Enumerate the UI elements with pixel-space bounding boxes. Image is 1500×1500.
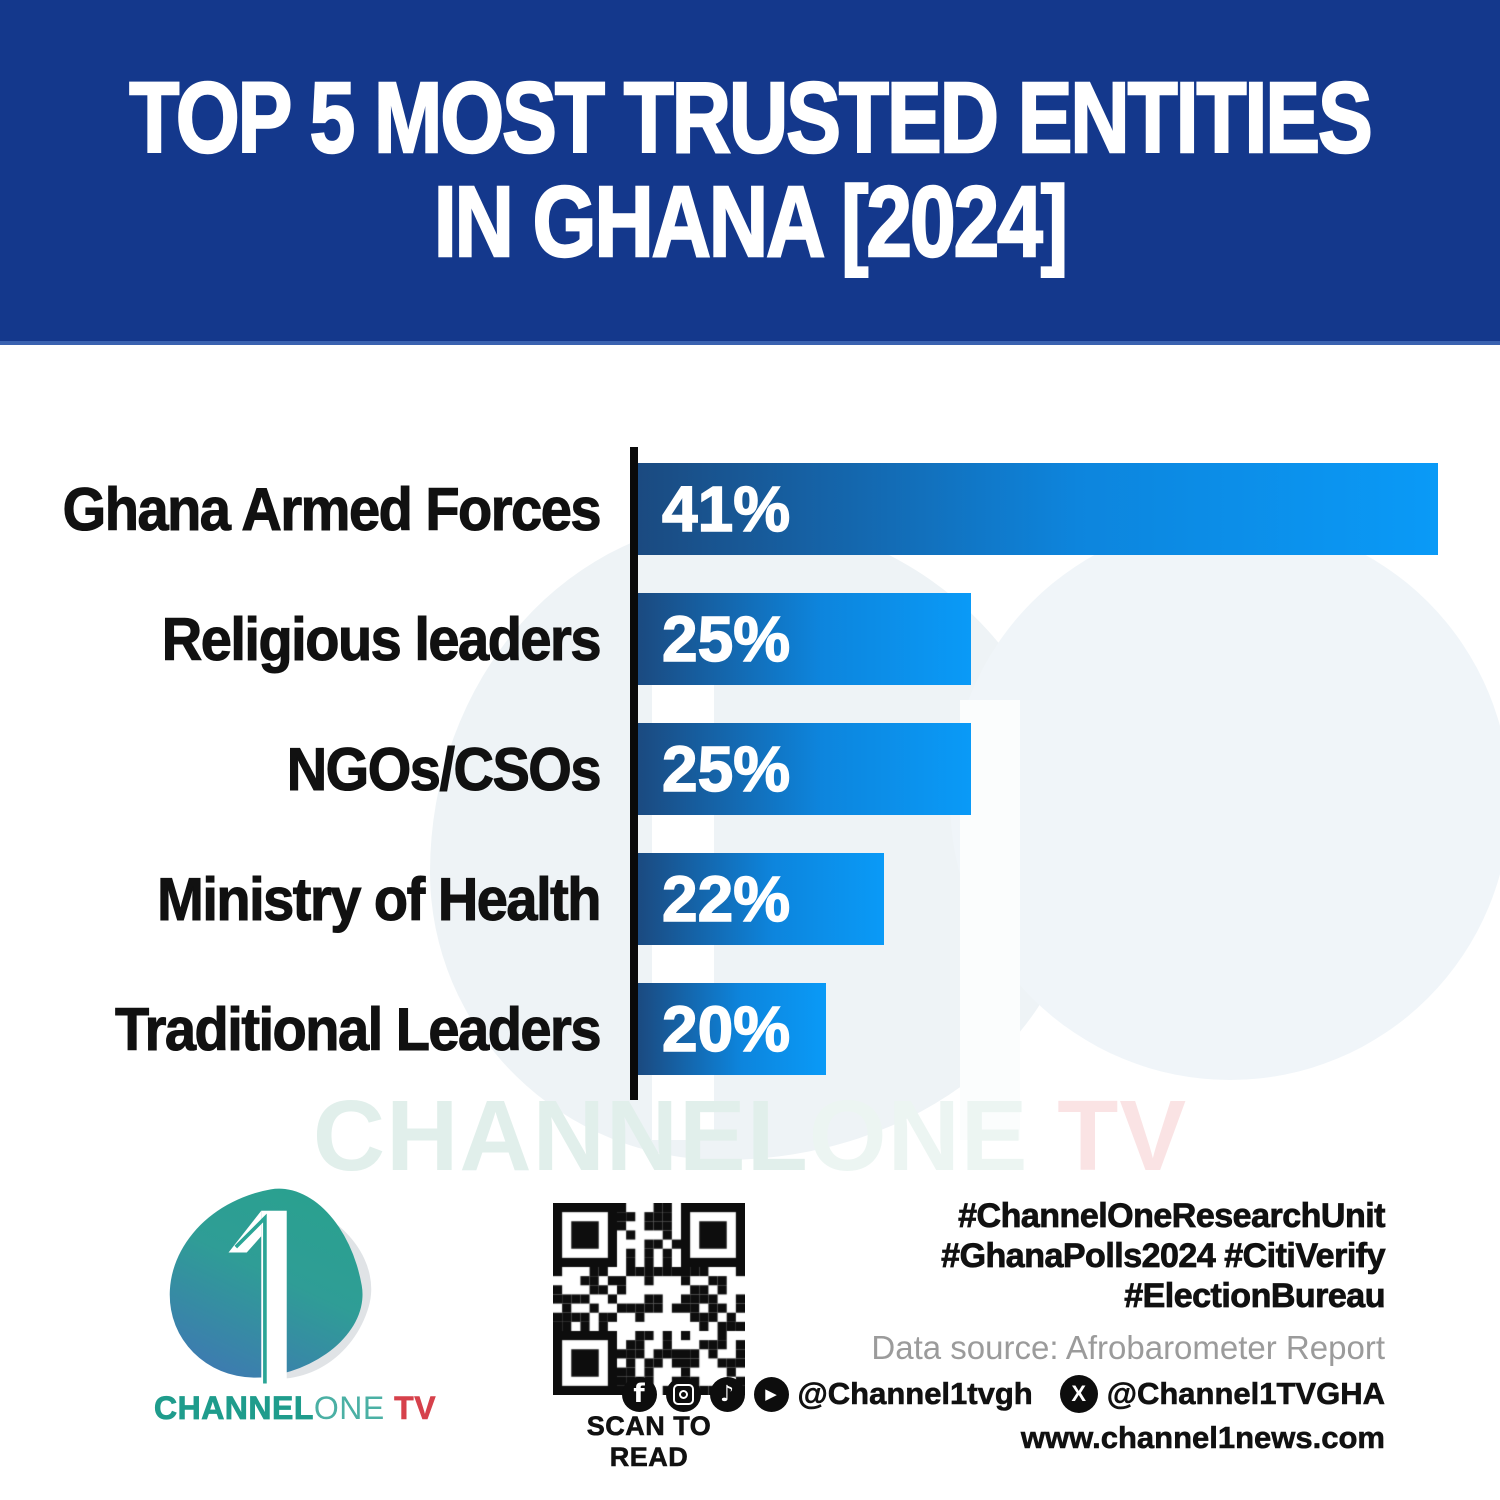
- page-title-line2: IN GHANA [2024]: [433, 166, 1069, 278]
- logo-wordmark: CHANNELONE TV: [140, 1390, 450, 1427]
- bar-row: NGOs/CSOs 25%: [0, 723, 1500, 815]
- value-label: 20%: [661, 992, 791, 1066]
- bar-ministry-of-health: 22%: [638, 853, 884, 945]
- hashtag-line-3: #ElectionBureau: [1124, 1277, 1386, 1316]
- hashtag-line-2: #GhanaPolls2024 #CitiVerify: [941, 1237, 1386, 1276]
- header-banner: TOP 5 MOST TRUSTED ENTITIES IN GHANA [20…: [0, 0, 1500, 345]
- watermark-one: ONE: [808, 1080, 1029, 1192]
- bar-row: Traditional Leaders 20%: [0, 983, 1500, 1075]
- chart-axis: [630, 447, 638, 1100]
- social-row: f ♪ ▶ @Channel1tvgh X @Channel1TVGHA: [621, 1374, 1385, 1414]
- data-source-text: Data source: Afrobarometer Report: [871, 1329, 1385, 1366]
- page-title-line1: TOP 5 MOST TRUSTED ENTITIES: [128, 62, 1373, 174]
- facebook-icon: f: [621, 1376, 657, 1412]
- wordmark-one: ONE: [313, 1390, 385, 1426]
- website-url: www.channel1news.com: [1020, 1420, 1386, 1456]
- bar-traditional-leaders: 20%: [638, 983, 826, 1075]
- wordmark-tv: TV: [384, 1390, 437, 1427]
- bar-ngos-csos: 25%: [638, 723, 971, 815]
- youtube-icon: ▶: [753, 1376, 789, 1412]
- qr-caption: SCAN TO READ: [586, 1411, 712, 1473]
- value-label: 22%: [661, 862, 791, 936]
- hashtag-line-1: #ChannelOneResearchUnit: [958, 1197, 1386, 1236]
- tiktok-icon: ♪: [709, 1376, 745, 1412]
- category-label: Ghana Armed Forces: [62, 474, 602, 544]
- value-label: 25%: [661, 602, 791, 676]
- value-label: 41%: [661, 472, 791, 546]
- category-label: Religious leaders: [161, 604, 602, 674]
- wordmark-channel: CHANNEL: [153, 1390, 314, 1427]
- value-label: 25%: [661, 732, 791, 806]
- bar-row: Ministry of Health 22%: [0, 853, 1500, 945]
- social-handle-main: @Channel1tvgh: [797, 1376, 1033, 1412]
- bar-religious-leaders: 25%: [638, 593, 971, 685]
- qr-code: [553, 1203, 745, 1395]
- category-label: NGOs/CSOs: [286, 734, 602, 804]
- bar-row: Religious leaders 25%: [0, 593, 1500, 685]
- bar-ghana-armed-forces: 41%: [638, 463, 1438, 555]
- channelone-watermark: CHANNELONE TV: [0, 1086, 1500, 1186]
- instagram-icon: [665, 1376, 701, 1412]
- category-label: Ministry of Health: [157, 864, 602, 934]
- logo-one-glyph: [228, 1210, 287, 1389]
- watermark-channel: CHANNEL: [312, 1080, 809, 1192]
- bar-row: Ghana Armed Forces 41%: [0, 463, 1500, 555]
- background-swoosh: [950, 520, 1500, 1080]
- category-label: Traditional Leaders: [115, 994, 603, 1064]
- qr-block: SCAN TO READ: [553, 1203, 745, 1473]
- footer-right-column: #ChannelOneResearchUnit #GhanaPolls2024 …: [621, 1196, 1386, 1456]
- social-handle-x: @Channel1TVGHA: [1106, 1376, 1385, 1412]
- watermark-tv: TV: [1028, 1080, 1188, 1192]
- x-icon: X: [1059, 1375, 1098, 1413]
